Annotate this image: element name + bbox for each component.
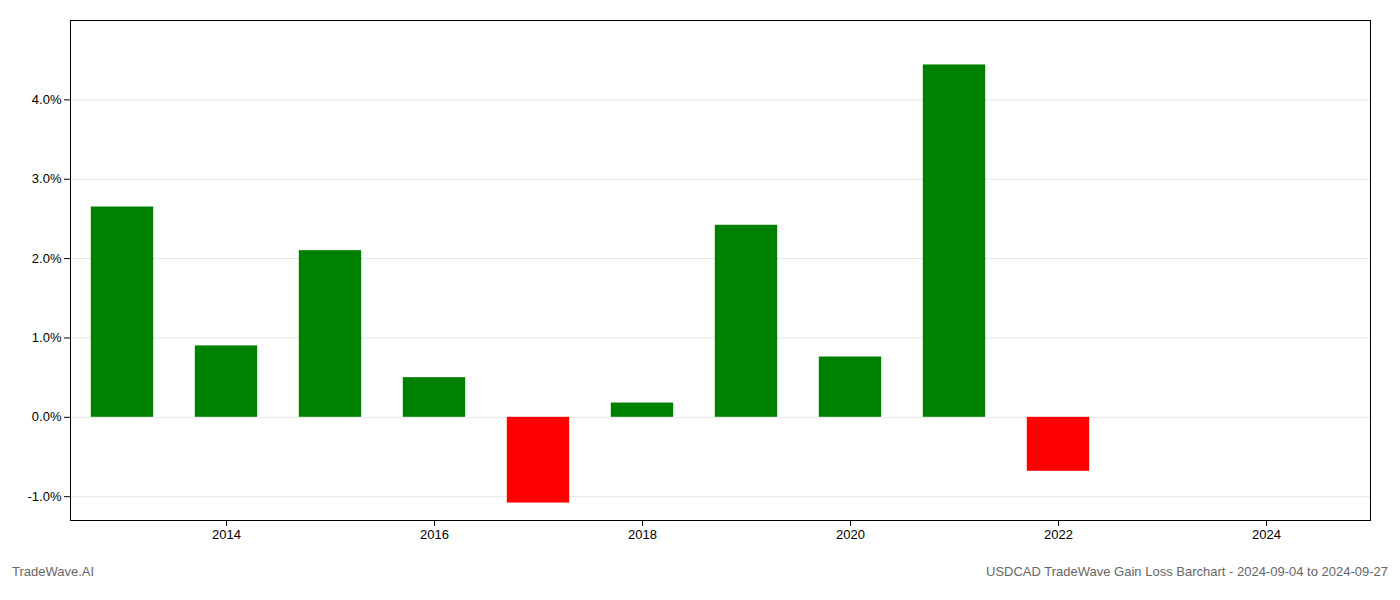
- svg-text:2020: 2020: [836, 527, 865, 542]
- svg-text:-1.0%: -1.0%: [28, 489, 62, 504]
- svg-text:2018: 2018: [628, 527, 657, 542]
- svg-text:2022: 2022: [1044, 527, 1073, 542]
- svg-text:2.0%: 2.0%: [32, 251, 62, 266]
- html-text:USDCAD TradeWave Gain Loss Bar: USDCAD TradeWave Gain Loss Barchart - 20…: [986, 564, 1388, 579]
- svg-text:0.0%: 0.0%: [32, 409, 62, 424]
- svg-text:1.0%: 1.0%: [32, 330, 62, 345]
- svg-text:2016: 2016: [420, 527, 449, 542]
- svg-text:3.0%: 3.0%: [32, 171, 62, 186]
- svg-text:2024: 2024: [1252, 527, 1281, 542]
- svg-text:4.0%: 4.0%: [32, 92, 62, 107]
- svg-text:2014: 2014: [212, 527, 241, 542]
- html-text:TradeWave.AI: TradeWave.AI: [12, 564, 95, 579]
